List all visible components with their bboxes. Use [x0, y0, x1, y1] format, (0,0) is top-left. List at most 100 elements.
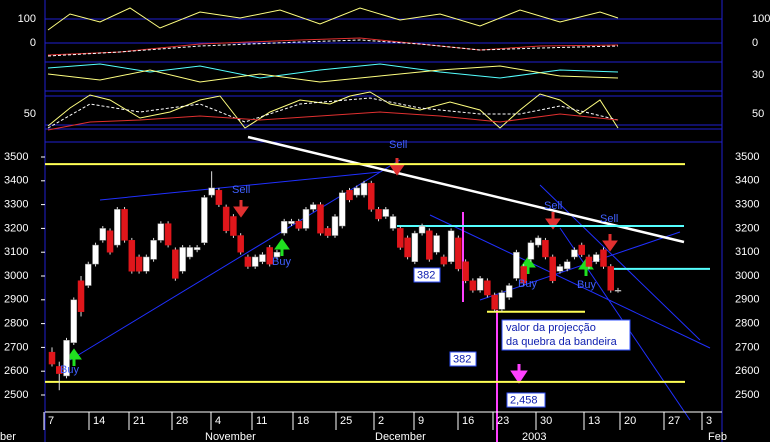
candle-body	[179, 247, 186, 272]
signal-label: Buy	[272, 256, 291, 268]
y-tick-label-right: 2700	[735, 341, 759, 353]
y-tick-label: 3400	[4, 175, 28, 187]
y-tick-label-right: 3000	[735, 270, 759, 282]
y-tick-label-right: 3300	[735, 199, 759, 211]
y-tick-label-right: 3500	[735, 151, 759, 163]
month-label: November	[205, 431, 256, 442]
month-label: Feb	[708, 431, 727, 442]
candle-body	[302, 209, 310, 229]
y-tick-label: 2600	[4, 365, 28, 377]
y-tick-label: 2900	[4, 294, 28, 306]
candle-body	[614, 290, 622, 292]
y-tick-label: 3200	[4, 222, 28, 234]
y-tick-label-right: 2500	[735, 389, 759, 401]
signal-label: Buy	[60, 364, 79, 376]
candle-body	[128, 240, 136, 272]
indicator-lines	[47, 7, 619, 131]
month-label: December	[375, 431, 426, 442]
candle-body	[556, 266, 564, 272]
candle-body	[70, 299, 78, 343]
date-label: 20	[624, 415, 636, 427]
candle-body	[484, 280, 491, 296]
y-tick-label: 2500	[4, 389, 28, 401]
candle-body	[339, 192, 346, 227]
date-label: 11	[256, 415, 267, 427]
candle-body	[92, 244, 99, 265]
candle-body	[527, 242, 535, 260]
candle-body	[542, 240, 549, 258]
date-label: 13	[588, 415, 600, 427]
value-box	[506, 392, 546, 408]
value-box-label: 2,458	[510, 394, 538, 406]
date-label: 16	[462, 415, 474, 427]
candle-body	[56, 366, 63, 374]
candle-body	[534, 237, 542, 246]
candle-body	[382, 209, 390, 217]
y-tick-label: 3100	[4, 246, 28, 258]
candle-body	[201, 197, 208, 243]
candle-body	[418, 225, 426, 234]
candle-body	[288, 221, 295, 224]
candle-body	[99, 228, 107, 241]
y-tick-label-right: 3100	[735, 246, 759, 258]
y-tick-label-right: 2900	[735, 294, 759, 306]
candle-body	[48, 351, 56, 365]
candle-body	[389, 216, 397, 229]
y-tick-label: 2700	[4, 341, 28, 353]
candle-body	[324, 228, 331, 236]
candle-body	[578, 244, 585, 255]
candle-body	[121, 209, 128, 241]
candle-body	[563, 261, 571, 270]
candle-body	[85, 263, 92, 286]
candle-body	[208, 187, 215, 196]
candle-body	[469, 280, 477, 291]
candle-body	[186, 247, 194, 258]
candle-body	[331, 216, 339, 236]
date-label: 4	[215, 415, 221, 427]
candle-body	[592, 254, 600, 262]
candle-body	[491, 294, 498, 310]
candle-body	[498, 292, 506, 310]
candle-body	[585, 256, 593, 267]
candle-body	[193, 247, 201, 251]
date-label: 3	[706, 415, 712, 427]
candle-body	[607, 266, 614, 291]
indicator-frame	[44, 0, 723, 442]
candle-body	[244, 256, 252, 267]
note-text: da quebra da bandeira	[506, 336, 618, 348]
date-label: 28	[176, 415, 188, 427]
signal-label: Sell	[389, 139, 407, 151]
value-box-label: 382	[453, 353, 471, 365]
candle-body	[411, 232, 419, 262]
date-label: 7	[48, 415, 54, 427]
candle-body	[309, 204, 317, 210]
y-tick-label: 3300	[4, 199, 28, 211]
candle-body	[440, 256, 448, 265]
candle-body	[157, 223, 165, 241]
candle-body	[426, 230, 433, 260]
candle-body	[280, 221, 288, 234]
date-label: 9	[418, 415, 424, 427]
note-text: valor da projecção	[506, 322, 596, 334]
value-box	[413, 267, 441, 283]
candle-body	[259, 254, 266, 262]
date-label: 27	[668, 415, 680, 427]
candle-body	[433, 235, 440, 253]
candle-body	[447, 230, 455, 262]
indicator-tick-label: 50	[24, 108, 36, 120]
y-tick-label: 2800	[4, 318, 28, 330]
candle-body	[143, 256, 150, 272]
resistance-line	[247, 135, 685, 244]
date-label: 23	[497, 415, 509, 427]
candle-body	[346, 190, 353, 201]
month-label: ber	[0, 431, 16, 442]
indicator-tick-label-right: 100	[752, 13, 770, 25]
indicator-tick-label-right: 0	[752, 37, 758, 49]
candle-body	[114, 209, 121, 246]
indicator-tick-label: 100	[18, 13, 36, 25]
candle-body	[571, 249, 578, 258]
date-label: 25	[340, 415, 352, 427]
candle-body	[164, 223, 172, 246]
